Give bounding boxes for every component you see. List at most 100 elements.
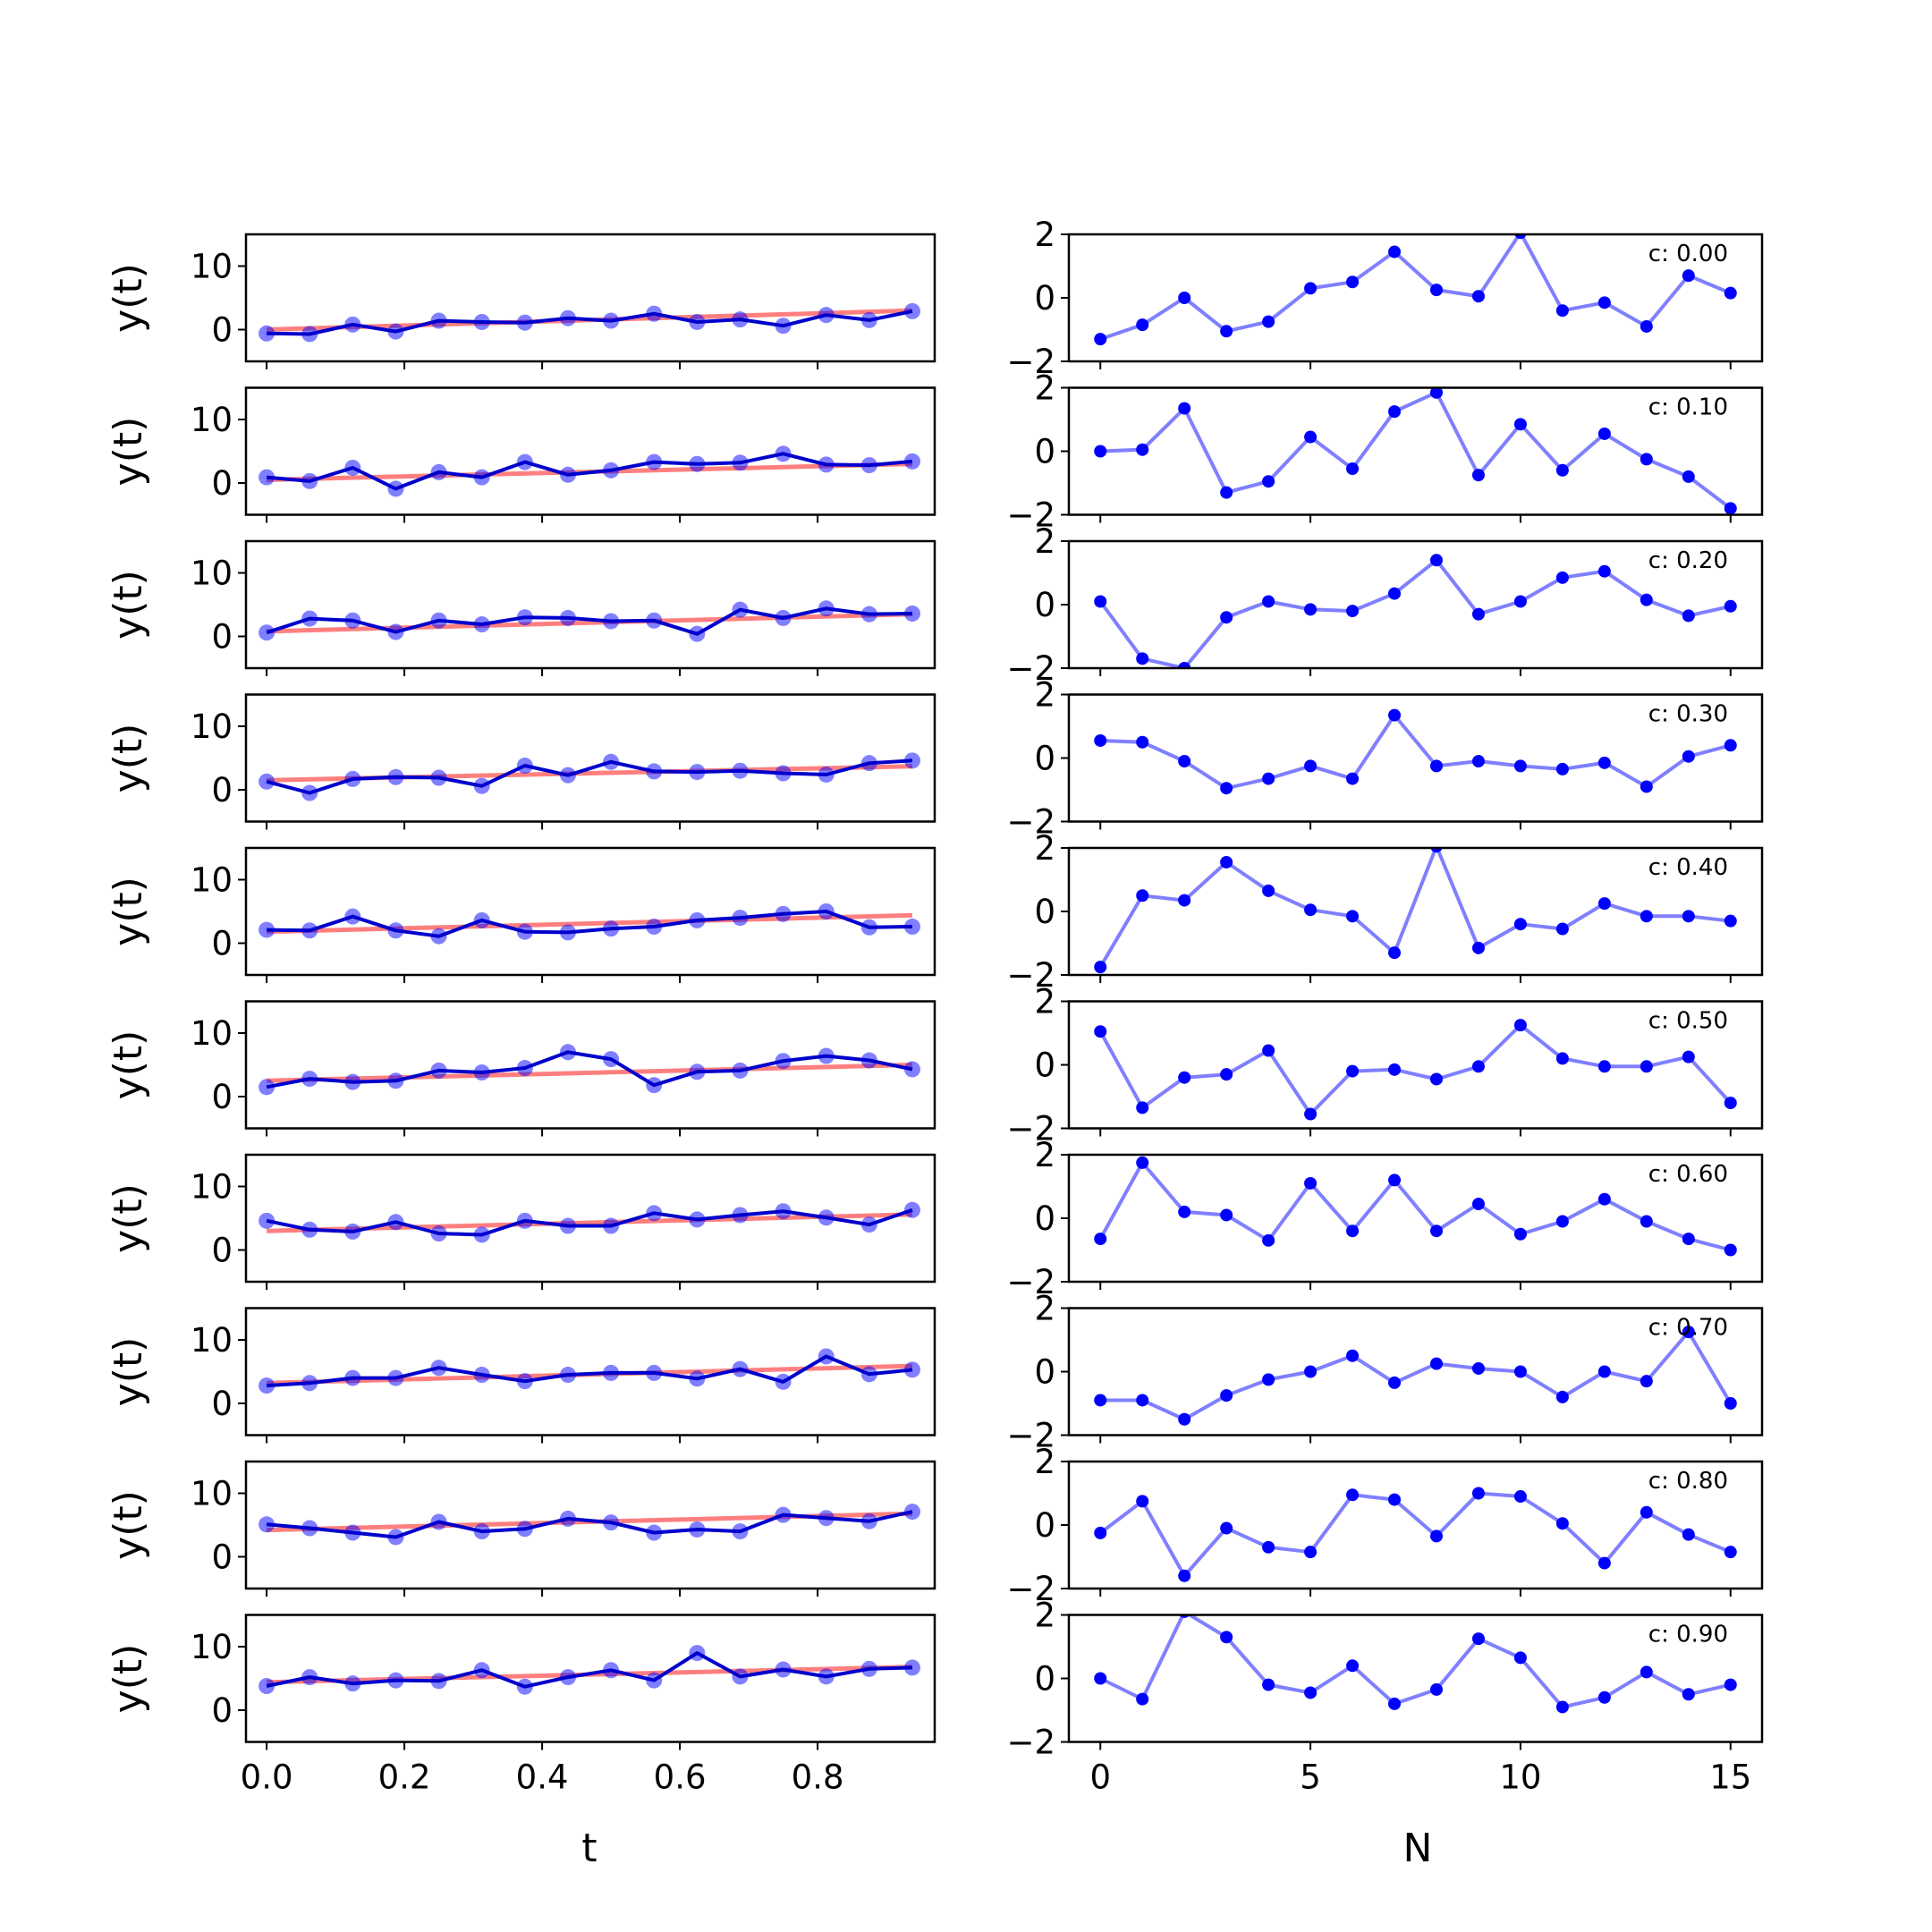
y-tick-label: 0 xyxy=(1034,586,1055,624)
residual-point xyxy=(1178,1071,1191,1084)
residual-point xyxy=(1388,708,1402,722)
residual-point xyxy=(1471,1487,1485,1500)
series-line xyxy=(266,1651,913,1689)
y-tick-label: −2 xyxy=(1006,496,1055,535)
residual-point xyxy=(1178,1412,1191,1426)
y-tick-label: 0 xyxy=(1034,1046,1055,1085)
residual-plot-area xyxy=(1094,1487,1737,1582)
residual-point xyxy=(1178,292,1191,304)
residual-panel-0: −2 0 2 c: 0.00 xyxy=(1006,216,1764,381)
axes-frame xyxy=(244,846,936,977)
y-tick-label: 2 xyxy=(1034,216,1055,254)
residual-point xyxy=(1136,652,1149,665)
residual-point xyxy=(1471,1361,1485,1375)
residual-point xyxy=(1597,897,1611,911)
residual-point xyxy=(1471,290,1485,303)
residual-point xyxy=(1220,1631,1233,1644)
residual-point xyxy=(1597,1192,1611,1206)
residual-point xyxy=(1304,1686,1318,1699)
x-tick-label: 0.4 xyxy=(516,1758,569,1797)
residual-point xyxy=(1262,1233,1275,1247)
y-tick-label: 10 xyxy=(191,1321,233,1360)
residual-point xyxy=(1471,755,1485,768)
residual-point xyxy=(1178,1205,1191,1218)
y-tick-label: 0 xyxy=(211,771,233,809)
x-tick-label: 0.6 xyxy=(654,1758,707,1797)
residual-point xyxy=(1346,910,1360,923)
y-axis-label: y(t) xyxy=(106,1030,151,1100)
residual-point xyxy=(1429,1357,1443,1370)
residual-point xyxy=(1513,1490,1527,1504)
y-tick-label: 10 xyxy=(191,555,233,593)
correlation-annotation: c: 0.00 xyxy=(1648,241,1728,267)
residual-line xyxy=(1098,1491,1732,1578)
residual-point xyxy=(1682,269,1695,283)
residual-line xyxy=(1100,1330,1733,1421)
y-tick-label: 0 xyxy=(211,618,233,657)
residual-point xyxy=(1640,1060,1653,1073)
residual-point xyxy=(1555,1052,1569,1065)
residual-point xyxy=(1555,571,1569,584)
x-tick-label: 15 xyxy=(1709,1758,1751,1797)
series-line xyxy=(266,758,913,795)
axes-frame xyxy=(1067,233,1764,363)
residual-line xyxy=(1100,390,1733,510)
y-tick-label: 10 xyxy=(191,1628,233,1666)
residual-point xyxy=(1388,946,1402,960)
residual-point xyxy=(1304,759,1318,773)
axes-frame xyxy=(244,1153,936,1284)
residual-point xyxy=(1640,1505,1653,1519)
residual-point xyxy=(1597,296,1611,309)
series-line xyxy=(266,452,913,491)
residual-point xyxy=(1513,1365,1527,1378)
residual-line xyxy=(1098,1023,1733,1116)
residual-point xyxy=(1136,443,1149,456)
residual-point xyxy=(1304,1365,1318,1378)
residual-plot-area xyxy=(1094,1156,1737,1257)
axes-frame xyxy=(244,539,936,670)
residual-point xyxy=(1220,782,1233,795)
residual-point xyxy=(1262,772,1275,785)
y-tick-label: 0 xyxy=(211,1232,233,1270)
series-panel-5: 0 10 y(t) xyxy=(106,1000,936,1137)
residual-point xyxy=(1555,463,1569,477)
residual-point xyxy=(1346,462,1360,476)
residual-point xyxy=(1220,1068,1233,1081)
trend-line xyxy=(267,1063,913,1083)
x-tick-label: 0.0 xyxy=(241,1758,293,1797)
residual-point xyxy=(1513,918,1527,931)
residual-point xyxy=(1471,1060,1485,1073)
y-tick-label: 10 xyxy=(191,1168,233,1207)
y-tick-label: −2 xyxy=(1006,1110,1055,1148)
y-tick-label: 2 xyxy=(1034,676,1055,715)
axes-frame xyxy=(244,1307,936,1436)
residual-point xyxy=(1136,1394,1149,1407)
residual-point xyxy=(1471,1632,1485,1646)
residual-point xyxy=(1429,554,1443,567)
y-tick-label: 2 xyxy=(1034,1597,1055,1635)
residual-point xyxy=(1429,387,1443,399)
axes-frame xyxy=(1067,1000,1764,1130)
residual-point xyxy=(1094,445,1107,458)
correlation-annotation: c: 0.80 xyxy=(1648,1468,1728,1495)
residual-point xyxy=(1136,889,1149,902)
y-tick-label: −2 xyxy=(1006,1417,1055,1455)
residual-point xyxy=(1682,1528,1695,1541)
residual-point xyxy=(1304,1546,1318,1559)
residual-point xyxy=(1724,599,1737,613)
residual-point xyxy=(1555,922,1569,936)
residual-plot-area xyxy=(1094,1019,1737,1121)
y-axis-label: y(t) xyxy=(106,1490,151,1560)
y-axis-label: y(t) xyxy=(106,417,151,487)
residual-point xyxy=(1429,284,1443,297)
residual-point xyxy=(1304,903,1318,917)
y-tick-label: −2 xyxy=(1006,1263,1055,1301)
residual-point xyxy=(1262,595,1275,608)
residual-point xyxy=(1429,1682,1443,1696)
residual-point xyxy=(1304,1176,1318,1190)
residual-point xyxy=(1178,402,1191,415)
residual-point xyxy=(1262,884,1275,897)
residual-point xyxy=(1724,502,1737,515)
residual-point xyxy=(1304,430,1318,444)
y-tick-label: 10 xyxy=(191,1014,233,1053)
